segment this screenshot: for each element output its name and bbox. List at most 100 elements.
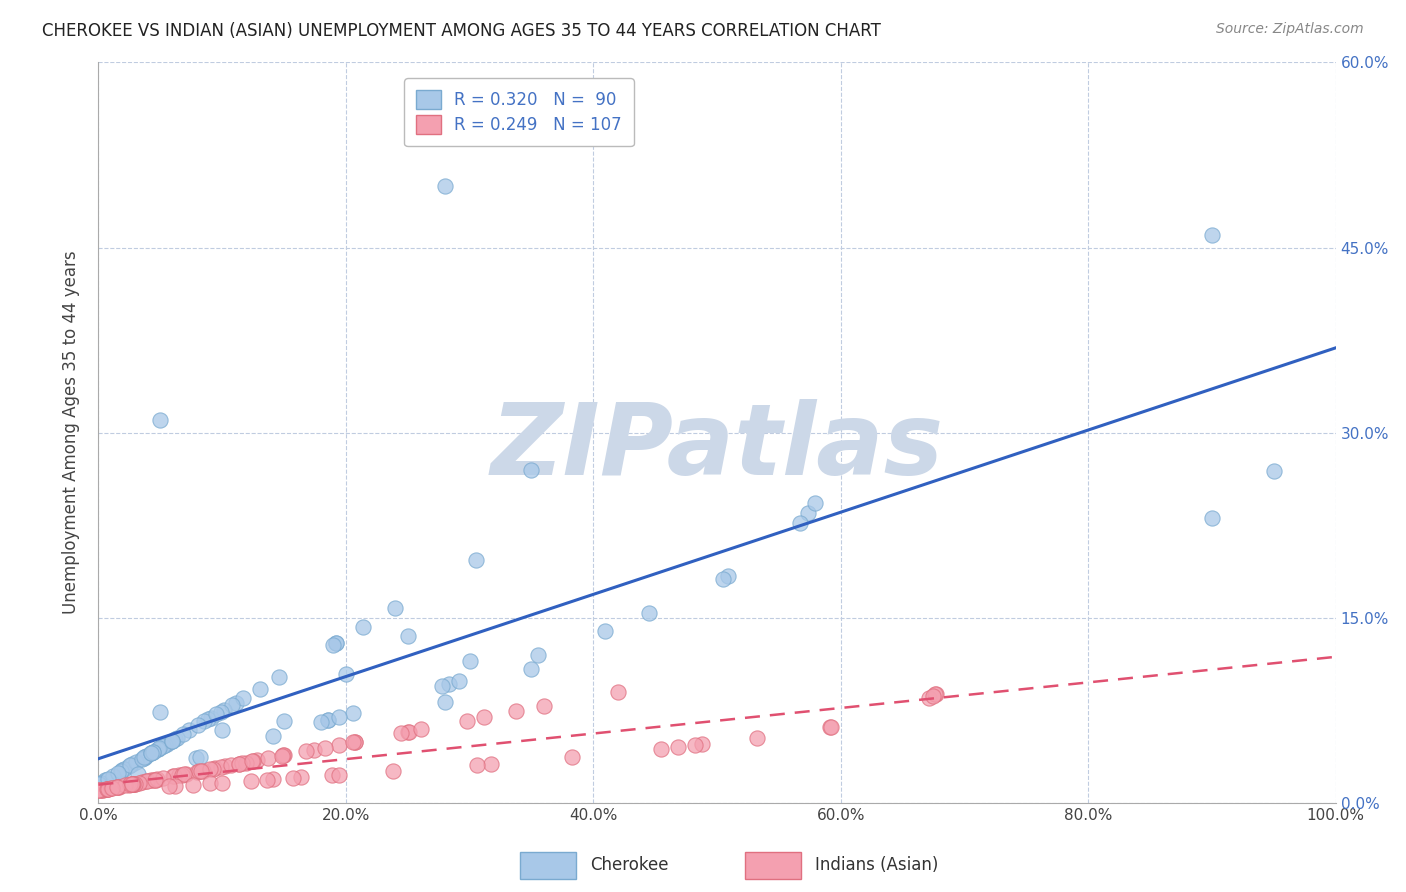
Point (231, 756, 253, 771)
Point (352, 620, 374, 634)
FancyBboxPatch shape (745, 852, 801, 879)
Point (200, 762, 222, 776)
Point (747, 731, 769, 745)
Point (433, 178, 456, 193)
Point (328, 768, 350, 782)
Point (221, 698, 243, 712)
Point (409, 723, 432, 737)
Point (179, 723, 201, 738)
Point (186, 764, 208, 779)
Point (197, 712, 219, 726)
Point (157, 779, 180, 793)
Point (398, 724, 420, 739)
Point (120, 758, 142, 772)
Point (316, 714, 339, 728)
Point (804, 496, 827, 510)
Point (690, 737, 713, 751)
Point (134, 750, 156, 764)
Point (97, 781, 120, 796)
Point (205, 707, 228, 722)
Point (122, 777, 145, 791)
Point (235, 756, 257, 770)
Point (107, 780, 129, 794)
Point (465, 757, 488, 772)
Point (271, 748, 294, 763)
Point (242, 754, 264, 768)
Point (89, 783, 111, 797)
Point (384, 601, 406, 615)
Point (246, 754, 269, 768)
Point (118, 759, 141, 773)
Point (1263, 464, 1285, 478)
Point (228, 756, 250, 771)
Point (325, 636, 347, 650)
Point (204, 761, 226, 775)
Point (110, 764, 132, 778)
Point (328, 738, 350, 752)
Point (163, 731, 186, 746)
Point (342, 706, 364, 720)
Point (595, 624, 617, 638)
Point (273, 748, 295, 763)
Point (262, 772, 284, 787)
Point (527, 648, 550, 662)
Point (533, 699, 555, 714)
Point (302, 742, 325, 756)
Point (322, 638, 344, 652)
Point (121, 777, 143, 791)
Point (335, 667, 357, 681)
Point (711, 572, 734, 586)
Point (789, 516, 811, 530)
Point (479, 756, 502, 771)
Point (94, 773, 117, 788)
Point (96, 781, 118, 796)
Point (143, 772, 166, 787)
Point (193, 714, 215, 729)
Point (200, 710, 222, 724)
Point (342, 735, 364, 749)
Point (818, 720, 841, 734)
Point (100, 780, 122, 795)
Point (141, 746, 163, 760)
Point (114, 779, 136, 793)
Point (666, 739, 689, 754)
Point (152, 739, 174, 754)
Point (97, 772, 120, 786)
Point (437, 676, 460, 690)
Point (160, 733, 183, 747)
Point (162, 769, 184, 783)
Point (87, 783, 110, 797)
Point (465, 553, 488, 567)
Point (156, 737, 179, 751)
Point (149, 413, 172, 427)
Point (921, 689, 943, 703)
Point (146, 772, 169, 787)
Point (242, 754, 264, 768)
Point (924, 687, 946, 701)
Point (273, 714, 295, 728)
Point (294, 744, 316, 758)
Point (134, 750, 156, 764)
Point (149, 740, 172, 755)
Point (94, 772, 117, 787)
Point (169, 768, 191, 782)
Point (149, 705, 172, 719)
Point (188, 764, 211, 779)
Point (214, 759, 236, 773)
Y-axis label: Unemployment Among Ages 35 to 44 years: Unemployment Among Ages 35 to 44 years (62, 251, 80, 615)
Point (281, 771, 304, 785)
Point (91, 782, 114, 797)
Point (472, 710, 495, 724)
Point (290, 771, 312, 785)
Point (87, 777, 110, 791)
Text: ZIPatlas: ZIPatlas (491, 399, 943, 496)
Point (267, 670, 290, 684)
Point (89, 783, 111, 797)
Point (520, 462, 543, 476)
Point (173, 767, 195, 781)
Point (121, 777, 143, 791)
Point (160, 734, 183, 748)
Point (141, 773, 163, 788)
Point (430, 679, 453, 693)
Point (94, 782, 117, 797)
